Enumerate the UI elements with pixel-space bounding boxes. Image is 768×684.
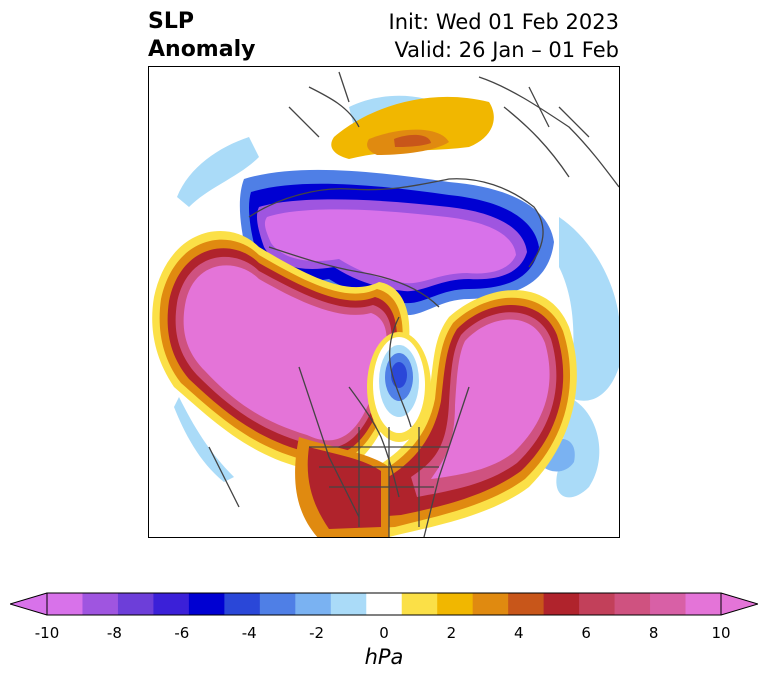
colorbar-tick-label: -2 — [309, 624, 325, 642]
kind-label: Anomaly — [148, 37, 256, 62]
colorbar-segment — [508, 593, 545, 615]
pacific-positive-anomaly — [152, 231, 410, 473]
colorbar-segment — [650, 593, 687, 615]
colorbar-segment — [188, 593, 225, 615]
colorbar-segment — [543, 593, 580, 615]
colorbar-outline-left — [10, 592, 48, 616]
date-info: Init: Wed 01 Feb 2023 Valid: 26 Jan – 01… — [389, 8, 619, 64]
colorbar-segment — [472, 593, 509, 615]
valid-range: Valid: 26 Jan – 01 Feb — [394, 38, 619, 62]
colorbar-segment — [117, 593, 154, 615]
colorbar-outline-right — [720, 592, 758, 616]
map-panel — [148, 66, 620, 538]
anomaly-map — [149, 67, 619, 537]
colorbar-segment — [437, 593, 474, 615]
colorbar-segment — [295, 593, 332, 615]
colorbar-tick-label: 8 — [648, 624, 659, 642]
colorbar-segment — [401, 593, 438, 615]
colorbar-tick-label: 0 — [379, 624, 389, 642]
colorbar-segment — [366, 593, 403, 615]
colorbar-extend-left — [10, 593, 47, 615]
colorbar — [10, 592, 758, 616]
colorbar-segment — [153, 593, 190, 615]
colorbar-tick-label: -10 — [34, 624, 60, 642]
unit-label: hPa — [364, 645, 404, 669]
init-date: Init: Wed 01 Feb 2023 — [388, 10, 619, 34]
coastlines — [208, 71, 619, 537]
colorbar-segment — [614, 593, 651, 615]
colorbar-ticks: -10 -8 -6 -4 -2 0 2 4 6 8 10 — [0, 624, 768, 644]
colorbar-segment — [685, 593, 722, 615]
colorbar-segment — [82, 593, 119, 615]
variable-label: SLP — [148, 9, 194, 34]
map-title: SLP Anomaly — [148, 8, 255, 64]
colorbar-segment — [259, 593, 296, 615]
colorbar-outline — [46, 592, 722, 616]
colorbar-segments — [47, 593, 722, 615]
colorbar-tick-label: 4 — [514, 624, 524, 642]
colorbar-tick-label: 2 — [446, 624, 457, 642]
atlantic-positive-anomaly — [339, 290, 577, 537]
colorbar-segment — [47, 593, 83, 615]
colorbar-tick-label: -4 — [241, 624, 257, 642]
colorbar-tick-label: 6 — [581, 624, 591, 642]
colorbar-segment — [224, 593, 261, 615]
eurasia-negative-anomaly — [239, 169, 554, 316]
colorbar-tick-label: 10 — [711, 624, 731, 642]
colorbar-tick-label: -6 — [174, 624, 190, 642]
colorbar-segment — [579, 593, 616, 615]
colorbar-segment — [330, 593, 367, 615]
arctic-negative-anomaly — [367, 332, 431, 442]
north-africa-positive-anomaly — [331, 96, 494, 159]
colorbar-extend-right — [721, 593, 758, 615]
colorbar-tick-label: -8 — [106, 624, 122, 642]
